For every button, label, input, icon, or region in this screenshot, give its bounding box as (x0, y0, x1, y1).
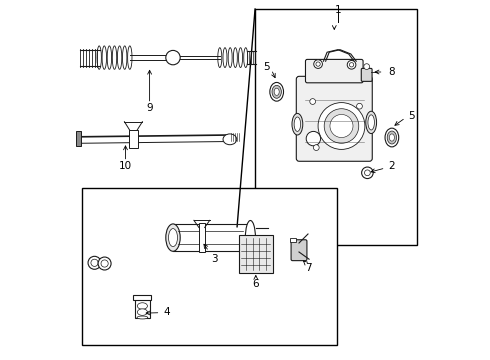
Bar (133, 295, 151, 300)
Circle shape (166, 50, 180, 65)
Circle shape (330, 114, 353, 138)
Text: 8: 8 (388, 67, 395, 77)
Ellipse shape (137, 303, 147, 309)
Bar (135, 298, 149, 318)
Text: 9: 9 (147, 103, 153, 113)
Ellipse shape (294, 117, 301, 131)
Text: 4: 4 (146, 307, 170, 318)
FancyBboxPatch shape (239, 235, 273, 273)
Ellipse shape (306, 131, 320, 146)
Ellipse shape (166, 224, 180, 251)
Bar (129, 130, 138, 148)
Ellipse shape (368, 115, 374, 130)
Ellipse shape (270, 82, 284, 101)
Ellipse shape (137, 309, 147, 315)
Text: 6: 6 (252, 279, 259, 289)
Bar (290, 238, 296, 242)
Ellipse shape (385, 128, 399, 147)
Circle shape (316, 62, 320, 66)
Bar (76, 131, 81, 146)
Ellipse shape (169, 229, 177, 247)
FancyBboxPatch shape (291, 240, 307, 261)
Ellipse shape (245, 220, 255, 255)
Text: 5: 5 (263, 62, 270, 72)
Circle shape (318, 103, 365, 149)
Bar (255, 9, 417, 245)
Circle shape (347, 60, 356, 69)
Circle shape (364, 64, 369, 69)
Circle shape (314, 145, 319, 150)
Ellipse shape (390, 134, 394, 141)
FancyBboxPatch shape (305, 59, 363, 83)
Bar (199, 223, 205, 252)
Ellipse shape (387, 131, 396, 144)
FancyBboxPatch shape (361, 68, 372, 81)
Text: 10: 10 (119, 161, 132, 171)
Text: 7: 7 (305, 263, 311, 273)
Circle shape (362, 167, 373, 179)
Bar (82, 188, 337, 345)
Circle shape (88, 256, 101, 269)
Ellipse shape (272, 85, 281, 98)
Circle shape (365, 170, 370, 176)
Circle shape (91, 259, 98, 266)
Ellipse shape (366, 111, 377, 134)
Text: 3: 3 (204, 244, 218, 264)
Text: 2: 2 (371, 161, 395, 173)
Ellipse shape (274, 88, 279, 95)
Text: 1: 1 (335, 5, 341, 15)
Circle shape (314, 60, 322, 68)
Text: 5: 5 (408, 111, 415, 121)
Ellipse shape (137, 316, 148, 319)
Ellipse shape (223, 134, 237, 145)
Circle shape (349, 63, 354, 67)
FancyBboxPatch shape (296, 76, 372, 161)
Circle shape (98, 257, 111, 270)
Circle shape (310, 99, 316, 104)
Circle shape (101, 260, 108, 267)
Ellipse shape (292, 113, 303, 135)
Circle shape (357, 103, 363, 109)
Circle shape (324, 109, 359, 143)
